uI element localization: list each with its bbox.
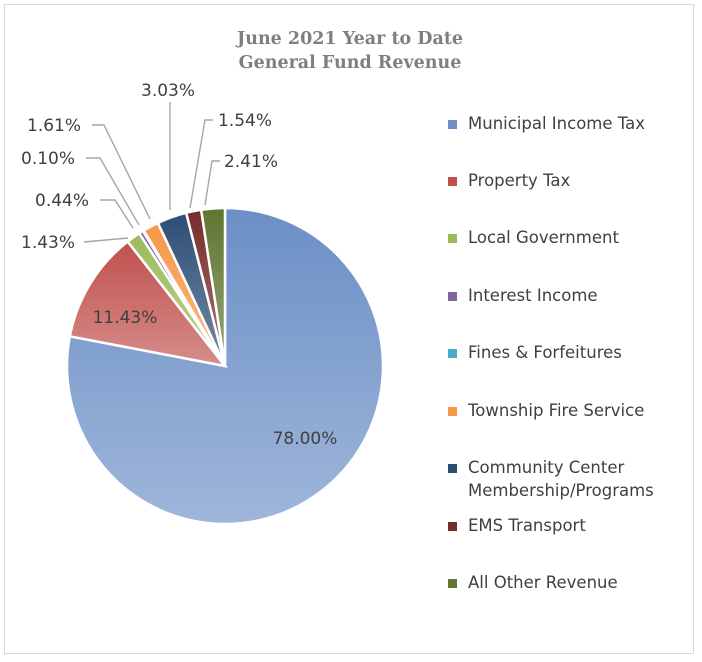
legend-label-local-government: Local Government	[468, 228, 619, 247]
legend-label-ems-transport: EMS Transport	[468, 516, 586, 535]
leader-line-ems-transport	[189, 119, 213, 209]
pie-slice-all-other-revenue	[199, 206, 227, 367]
legend-swatch-municipal-income-tax	[448, 120, 457, 129]
legend-swatch-property-tax	[448, 177, 457, 186]
legend-label-municipal-income-tax: Municipal Income Tax	[468, 114, 645, 133]
data-label-all-other-revenue: 2.41%	[224, 152, 278, 172]
data-label-township-fire-service: 1.61%	[27, 116, 81, 136]
data-label-community-center-membership-programs: 3.03%	[141, 81, 195, 101]
pie-slice-municipal-income-tax	[65, 206, 385, 526]
chart-title-line-2: General Fund Revenue	[238, 53, 462, 73]
legend-label-community-center-membership-programs: Community Center Membership/Programs	[468, 458, 654, 500]
leader-line-local-government	[83, 237, 129, 243]
data-label-municipal-income-tax: 78.00%	[273, 429, 338, 449]
pie-slice-property-tax	[68, 239, 229, 368]
legend-swatch-interest-income	[448, 292, 457, 301]
legend-swatch-all-other-revenue	[448, 579, 457, 588]
data-label-interest-income: 0.44%	[35, 191, 89, 211]
chart-title: June 2021 Year to Date General Fund Reve…	[150, 27, 550, 75]
leader-line-interest-income	[100, 199, 134, 229]
legend-swatch-township-fire-service	[448, 407, 457, 416]
legend-swatch-local-government	[448, 234, 457, 243]
legend-label-all-other-revenue: All Other Revenue	[468, 573, 618, 592]
legend-label-fines-forfeitures: Fines & Forfeitures	[468, 343, 622, 362]
legend-label-interest-income: Interest Income	[468, 286, 598, 305]
leader-line-all-other-revenue	[204, 160, 220, 206]
data-label-fines-forfeitures: 0.10%	[21, 149, 75, 169]
chart-title-line-1: June 2021 Year to Date	[236, 29, 464, 49]
legend-swatch-fines-forfeitures	[448, 349, 457, 358]
leader-line-fines-forfeitures	[86, 157, 140, 226]
leader-line-township-fire-service	[92, 124, 151, 220]
data-label-local-government: 1.43%	[21, 233, 75, 253]
legend-swatch-ems-transport	[448, 522, 457, 531]
legend-label-township-fire-service: Township Fire Service	[468, 401, 645, 420]
data-label-property-tax: 11.43%	[93, 308, 158, 328]
legend-label-property-tax: Property Tax	[468, 171, 571, 190]
data-label-ems-transport: 1.54%	[218, 111, 272, 131]
legend-swatch-community-center-membership-programs	[448, 464, 457, 473]
